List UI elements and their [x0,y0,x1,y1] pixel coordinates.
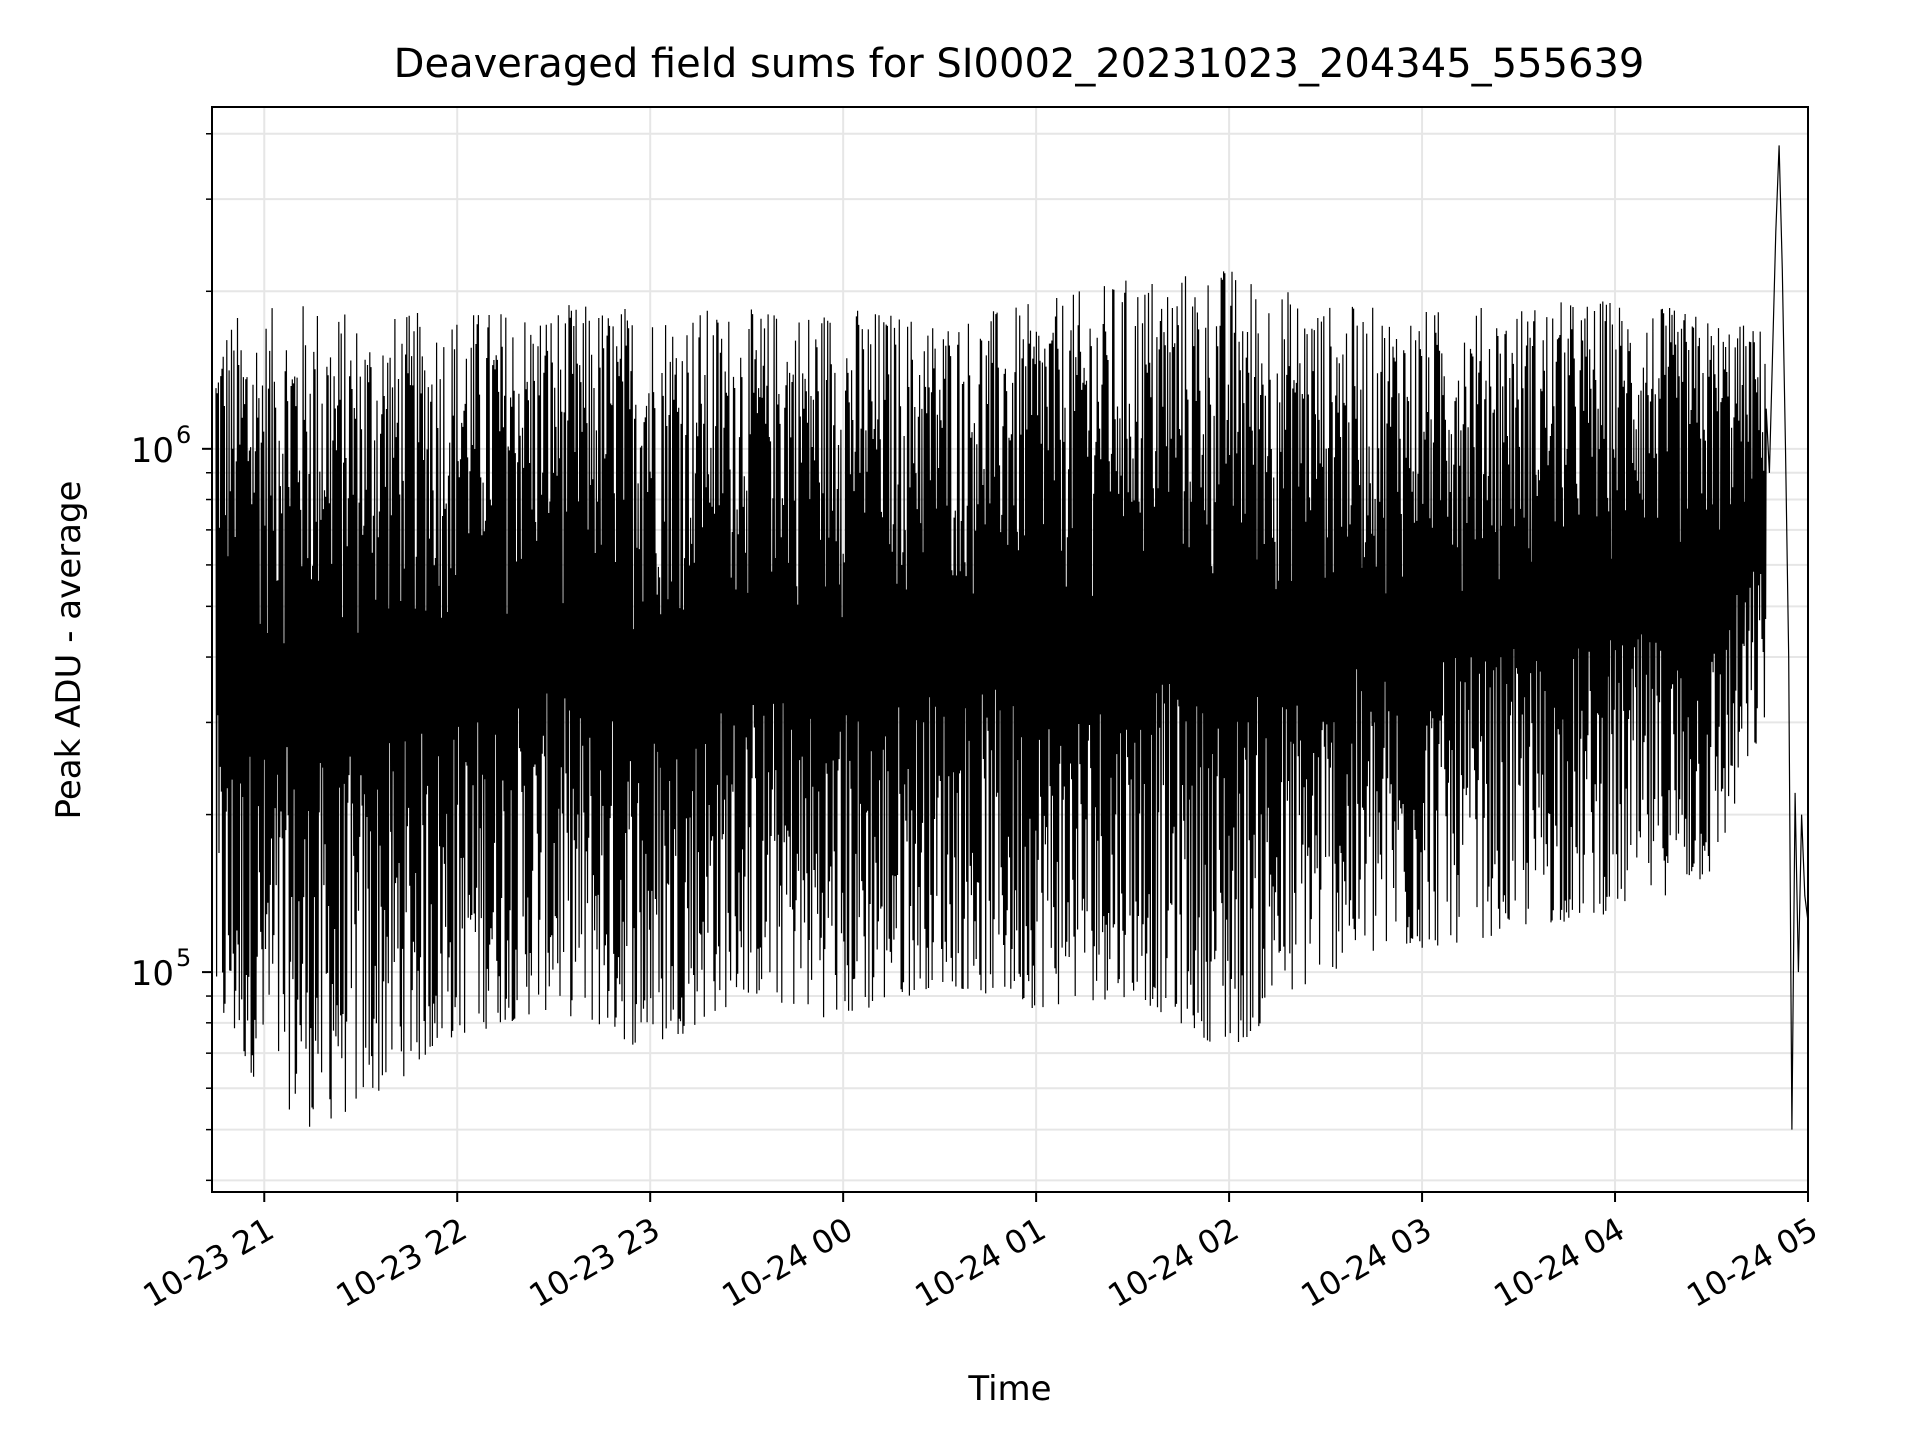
y-tick-exponent: 6 [176,421,191,449]
chart-title: Deaveraged field sums for SI0002_2023102… [394,41,1645,87]
y-axis-label: Peak ADU - average [49,481,89,820]
x-axis-label: Time [967,1369,1051,1409]
series-line [215,145,1808,1130]
y-tick-label: 10 [131,431,174,471]
y-tick-label: 10 [131,954,174,994]
y-tick-exponent: 5 [176,944,191,972]
data-series [215,145,1808,1130]
plot-frame [211,106,1809,1193]
